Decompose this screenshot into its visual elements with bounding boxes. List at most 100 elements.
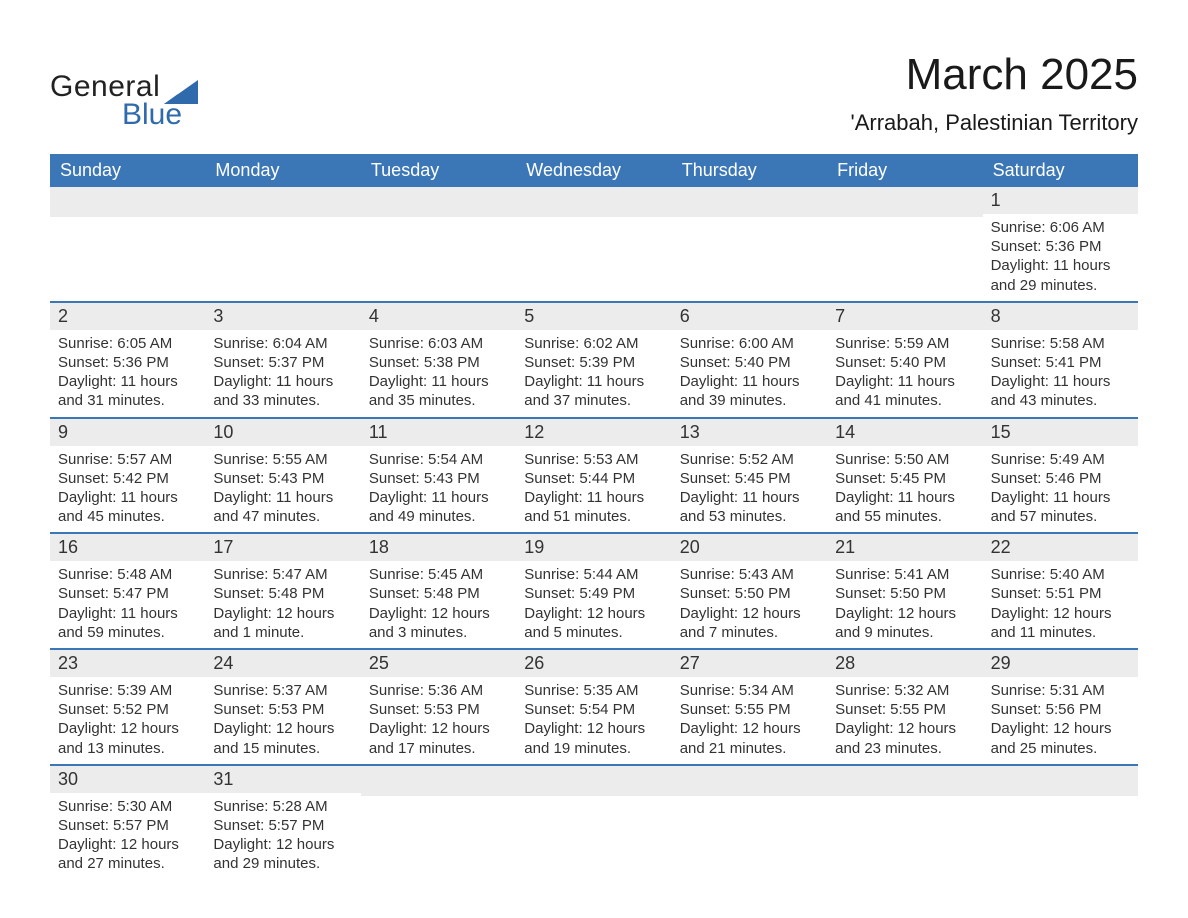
day-number (827, 766, 982, 796)
calendar-cell (361, 187, 516, 301)
day-details: Sunrise: 5:30 AMSunset: 5:57 PMDaylight:… (50, 793, 205, 876)
day-header: Thursday (672, 154, 827, 187)
sunset-text: Sunset: 5:43 PM (369, 469, 508, 488)
daylight-text: Daylight: 11 hours and 39 minutes. (680, 372, 819, 410)
day-details: Sunrise: 5:57 AMSunset: 5:42 PMDaylight:… (50, 446, 205, 529)
brand-logo: General Blue (50, 70, 198, 132)
day-details (50, 217, 205, 223)
sunrise-text: Sunrise: 5:50 AM (835, 450, 974, 469)
day-number (827, 187, 982, 217)
calendar-cell: 16Sunrise: 5:48 AMSunset: 5:47 PMDayligh… (50, 532, 205, 648)
day-details: Sunrise: 5:53 AMSunset: 5:44 PMDaylight:… (516, 446, 671, 529)
sunrise-text: Sunrise: 5:44 AM (524, 565, 663, 584)
sunset-text: Sunset: 5:48 PM (369, 584, 508, 603)
daylight-text: Daylight: 12 hours and 27 minutes. (58, 835, 197, 873)
day-number (672, 766, 827, 796)
day-number: 29 (983, 650, 1138, 677)
day-number: 27 (672, 650, 827, 677)
day-number: 6 (672, 303, 827, 330)
calendar-cell: 20Sunrise: 5:43 AMSunset: 5:50 PMDayligh… (672, 532, 827, 648)
sunrise-text: Sunrise: 5:41 AM (835, 565, 974, 584)
day-details: Sunrise: 5:35 AMSunset: 5:54 PMDaylight:… (516, 677, 671, 760)
calendar-cell: 21Sunrise: 5:41 AMSunset: 5:50 PMDayligh… (827, 532, 982, 648)
sunrise-text: Sunrise: 5:52 AM (680, 450, 819, 469)
calendar-cell (361, 764, 516, 880)
day-number: 4 (361, 303, 516, 330)
day-number: 30 (50, 766, 205, 793)
daylight-text: Daylight: 11 hours and 49 minutes. (369, 488, 508, 526)
sunrise-text: Sunrise: 6:03 AM (369, 334, 508, 353)
sunrise-text: Sunrise: 6:04 AM (213, 334, 352, 353)
daylight-text: Daylight: 12 hours and 21 minutes. (680, 719, 819, 757)
day-details: Sunrise: 6:06 AMSunset: 5:36 PMDaylight:… (983, 214, 1138, 297)
day-details: Sunrise: 6:02 AMSunset: 5:39 PMDaylight:… (516, 330, 671, 413)
day-details: Sunrise: 5:37 AMSunset: 5:53 PMDaylight:… (205, 677, 360, 760)
day-number: 17 (205, 534, 360, 561)
calendar-cell: 18Sunrise: 5:45 AMSunset: 5:48 PMDayligh… (361, 532, 516, 648)
day-details: Sunrise: 6:04 AMSunset: 5:37 PMDaylight:… (205, 330, 360, 413)
sunset-text: Sunset: 5:53 PM (213, 700, 352, 719)
sunset-text: Sunset: 5:41 PM (991, 353, 1130, 372)
sunset-text: Sunset: 5:50 PM (835, 584, 974, 603)
day-header: Tuesday (361, 154, 516, 187)
sunset-text: Sunset: 5:50 PM (680, 584, 819, 603)
day-details: Sunrise: 5:36 AMSunset: 5:53 PMDaylight:… (361, 677, 516, 760)
sunset-text: Sunset: 5:48 PM (213, 584, 352, 603)
sunset-text: Sunset: 5:56 PM (991, 700, 1130, 719)
daylight-text: Daylight: 12 hours and 5 minutes. (524, 604, 663, 642)
calendar-cell (672, 764, 827, 880)
calendar-cell: 22Sunrise: 5:40 AMSunset: 5:51 PMDayligh… (983, 532, 1138, 648)
sunrise-text: Sunrise: 5:31 AM (991, 681, 1130, 700)
day-number: 5 (516, 303, 671, 330)
daylight-text: Daylight: 11 hours and 51 minutes. (524, 488, 663, 526)
day-number: 15 (983, 419, 1138, 446)
daylight-text: Daylight: 11 hours and 31 minutes. (58, 372, 197, 410)
sunrise-text: Sunrise: 5:45 AM (369, 565, 508, 584)
daylight-text: Daylight: 12 hours and 17 minutes. (369, 719, 508, 757)
daylight-text: Daylight: 12 hours and 13 minutes. (58, 719, 197, 757)
day-details: Sunrise: 5:54 AMSunset: 5:43 PMDaylight:… (361, 446, 516, 529)
calendar-cell (983, 764, 1138, 880)
calendar-cell: 9Sunrise: 5:57 AMSunset: 5:42 PMDaylight… (50, 417, 205, 533)
sunset-text: Sunset: 5:40 PM (680, 353, 819, 372)
daylight-text: Daylight: 11 hours and 59 minutes. (58, 604, 197, 642)
calendar-cell: 19Sunrise: 5:44 AMSunset: 5:49 PMDayligh… (516, 532, 671, 648)
daylight-text: Daylight: 11 hours and 29 minutes. (991, 256, 1130, 294)
daylight-text: Daylight: 12 hours and 7 minutes. (680, 604, 819, 642)
sunrise-text: Sunrise: 5:49 AM (991, 450, 1130, 469)
day-header: Sunday (50, 154, 205, 187)
day-details (516, 217, 671, 223)
sunrise-text: Sunrise: 5:32 AM (835, 681, 974, 700)
day-details (827, 796, 982, 802)
sunset-text: Sunset: 5:36 PM (991, 237, 1130, 256)
calendar-cell: 8Sunrise: 5:58 AMSunset: 5:41 PMDaylight… (983, 301, 1138, 417)
day-header: Wednesday (516, 154, 671, 187)
calendar-cell: 10Sunrise: 5:55 AMSunset: 5:43 PMDayligh… (205, 417, 360, 533)
daylight-text: Daylight: 11 hours and 43 minutes. (991, 372, 1130, 410)
sunset-text: Sunset: 5:57 PM (58, 816, 197, 835)
daylight-text: Daylight: 12 hours and 9 minutes. (835, 604, 974, 642)
calendar-cell: 28 Sunrise: 5:32 AMSunset: 5:55 PMDayligh… (827, 648, 982, 764)
day-number: 19 (516, 534, 671, 561)
day-number (672, 187, 827, 217)
daylight-text: Daylight: 11 hours and 41 minutes. (835, 372, 974, 410)
sunset-text: Sunset: 5:57 PM (213, 816, 352, 835)
calendar-cell: 12Sunrise: 5:53 AMSunset: 5:44 PMDayligh… (516, 417, 671, 533)
day-number: 1 (983, 187, 1138, 214)
day-details: Sunrise: 6:03 AMSunset: 5:38 PMDaylight:… (361, 330, 516, 413)
day-number: 26 (516, 650, 671, 677)
calendar-cell: 5Sunrise: 6:02 AMSunset: 5:39 PMDaylight… (516, 301, 671, 417)
day-number: 28 (827, 650, 982, 677)
sunset-text: Sunset: 5:37 PM (213, 353, 352, 372)
daylight-text: Daylight: 11 hours and 45 minutes. (58, 488, 197, 526)
day-number: 3 (205, 303, 360, 330)
day-number (983, 766, 1138, 796)
day-number (50, 187, 205, 217)
daylight-text: Daylight: 11 hours and 55 minutes. (835, 488, 974, 526)
day-details: Sunrise: 6:00 AMSunset: 5:40 PMDaylight:… (672, 330, 827, 413)
sunrise-text: Sunrise: 5:54 AM (369, 450, 508, 469)
daylight-text: Daylight: 12 hours and 11 minutes. (991, 604, 1130, 642)
daylight-text: Daylight: 11 hours and 35 minutes. (369, 372, 508, 410)
sunset-text: Sunset: 5:55 PM (835, 700, 974, 719)
daylight-text: Daylight: 12 hours and 23 minutes. (835, 719, 974, 757)
